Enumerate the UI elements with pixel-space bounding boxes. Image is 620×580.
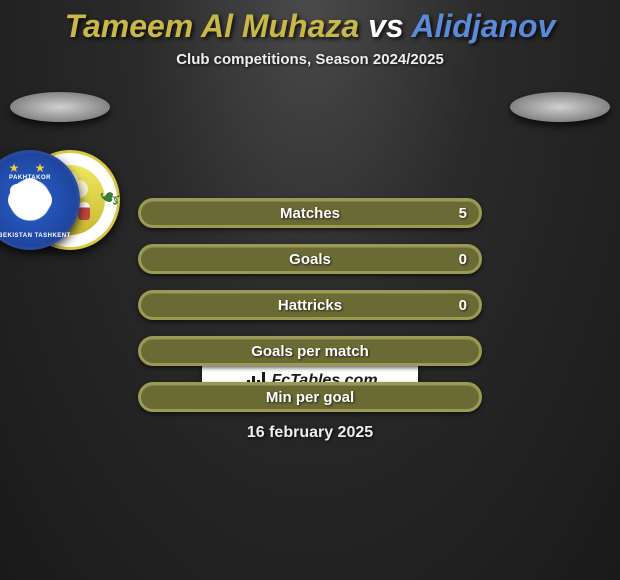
comparison-title: Tameem Al Muhaza vs Alidjanov (0, 0, 620, 45)
player2-avatar (510, 92, 610, 122)
stat-label: Hattricks (278, 297, 342, 314)
stat-value-right: 0 (459, 297, 467, 314)
player1-avatar (10, 92, 110, 122)
stat-value-right: 5 (459, 205, 467, 222)
subtitle: Club competitions, Season 2024/2025 (0, 51, 620, 68)
stat-label: Goals (289, 251, 331, 268)
stat-row: Matches 5 (138, 198, 482, 228)
club2-name-bottom: UZBEKISTAN TASHKENT (0, 233, 71, 239)
stat-value-right: 0 (459, 251, 467, 268)
cotton-icon (8, 188, 52, 212)
stat-row: Hattricks 0 (138, 290, 482, 320)
stat-label: Matches (280, 205, 340, 222)
club2-crest: PAKHTAKOR UZBEKISTAN TASHKENT (0, 150, 80, 250)
stat-bars: Matches 5 Goals 0 Hattricks 0 Goals per match M… (138, 198, 482, 428)
player1-name: Tameem Al Muhaza (65, 8, 360, 44)
stat-row: Min per goal (138, 382, 482, 412)
stat-label: Min per goal (266, 389, 354, 406)
player2-name: Alidjanov (411, 8, 555, 44)
stat-row: Goals 0 (138, 244, 482, 274)
comparison-arena: ❧ ❧ PAKHTAKOR UZBEKISTAN TASHKENT Matche… (0, 98, 620, 348)
stat-row: Goals per match (138, 336, 482, 366)
stat-label: Goals per match (251, 343, 369, 360)
vs-text: vs (368, 8, 404, 44)
